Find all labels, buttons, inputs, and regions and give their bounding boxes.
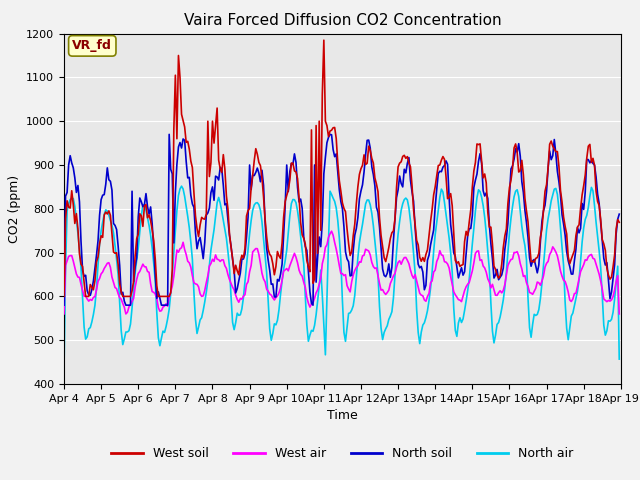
North air [178, 183, 186, 189]
Y-axis label: CO2 (ppm): CO2 (ppm) [8, 175, 20, 243]
Title: Vaira Forced Diffusion CO2 Concentration: Vaira Forced Diffusion CO2 Concentration [184, 13, 501, 28]
North soil [165, 132, 173, 137]
West air [616, 311, 623, 317]
West soil [244, 208, 252, 214]
North soil [255, 170, 263, 176]
Line: North soil: North soil [64, 134, 620, 305]
North soil [60, 302, 68, 308]
West air [586, 252, 594, 258]
North air [227, 294, 235, 300]
West air [328, 228, 335, 234]
North air [616, 356, 623, 362]
North air [246, 231, 253, 237]
North soil [227, 243, 235, 249]
North air [60, 368, 68, 374]
Line: North air: North air [64, 186, 620, 371]
West soil [320, 37, 328, 43]
West soil [616, 219, 623, 225]
West soil [586, 142, 594, 147]
Legend: West soil, West air, North soil, North air: West soil, West air, North soil, North a… [106, 443, 579, 465]
North soil [305, 268, 312, 274]
West air [253, 246, 261, 252]
West soil [303, 258, 310, 264]
West air [226, 276, 234, 282]
North soil [586, 160, 594, 166]
West air [303, 295, 310, 300]
North air [255, 202, 263, 208]
North soil [246, 162, 253, 168]
North soil [616, 211, 623, 217]
Text: VR_fd: VR_fd [72, 39, 112, 52]
West air [244, 279, 252, 285]
West soil [60, 293, 68, 300]
North air [586, 193, 594, 199]
North air [305, 338, 312, 344]
North air [128, 305, 136, 311]
North soil [128, 188, 136, 194]
West soil [253, 151, 261, 157]
West air [128, 299, 136, 304]
Line: West air: West air [64, 231, 620, 314]
West air [60, 311, 68, 317]
Line: West soil: West soil [64, 40, 620, 296]
West soil [128, 288, 136, 294]
X-axis label: Time: Time [327, 409, 358, 422]
West soil [226, 231, 234, 237]
